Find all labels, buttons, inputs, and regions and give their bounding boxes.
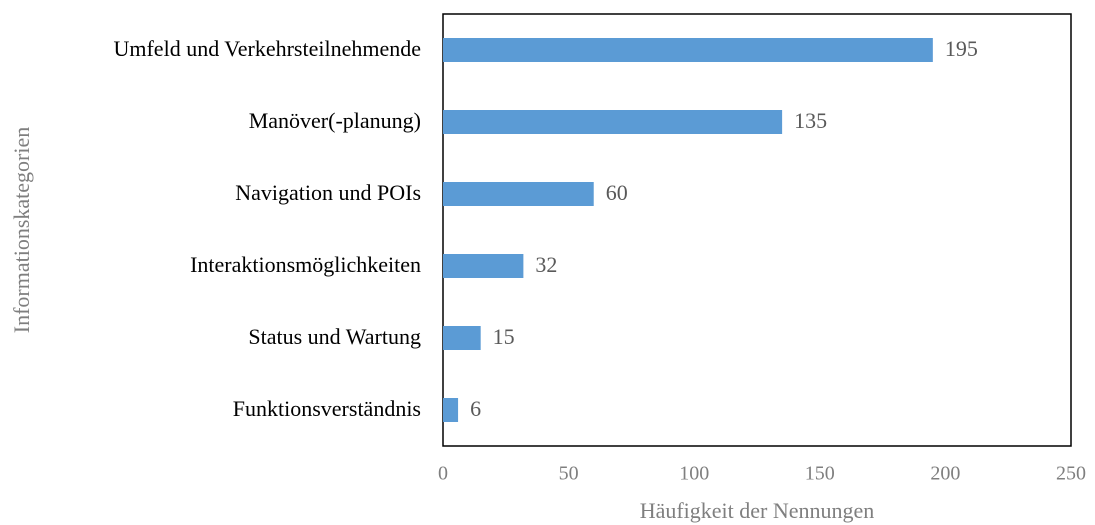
y-tick-label: Umfeld und Verkehrsteilnehmende	[113, 36, 421, 61]
bar	[443, 326, 481, 350]
value-label: 60	[606, 180, 628, 205]
y-tick-label: Status und Wartung	[248, 324, 421, 349]
bar	[443, 110, 783, 134]
plot-area	[442, 13, 1072, 447]
y-tick-label: Navigation und POIs	[235, 180, 421, 205]
bar	[443, 254, 524, 278]
bar	[443, 38, 933, 62]
bar	[443, 398, 459, 422]
bar	[443, 182, 594, 206]
x-axis-label: Häufigkeit der Nennungen	[640, 498, 875, 523]
value-label: 15	[493, 324, 515, 349]
y-axis-label: Informationskategorien	[9, 127, 34, 334]
y-tick-label: Funktionsverständnis	[233, 396, 421, 421]
x-tick-label: 50	[559, 463, 579, 485]
x-tick-label: 100	[679, 463, 709, 485]
value-label: 32	[535, 252, 557, 277]
y-tick-label: Interaktionsmöglichkeiten	[190, 252, 421, 277]
y-tick-label: Manöver(-planung)	[249, 108, 421, 133]
value-label: 6	[470, 396, 481, 421]
x-tick-label: 150	[805, 463, 835, 485]
value-label: 195	[945, 36, 978, 61]
x-tick-label: 200	[930, 463, 960, 485]
value-label: 135	[794, 108, 827, 133]
x-tick-label: 250	[1056, 463, 1086, 485]
x-tick-label: 0	[438, 463, 448, 485]
